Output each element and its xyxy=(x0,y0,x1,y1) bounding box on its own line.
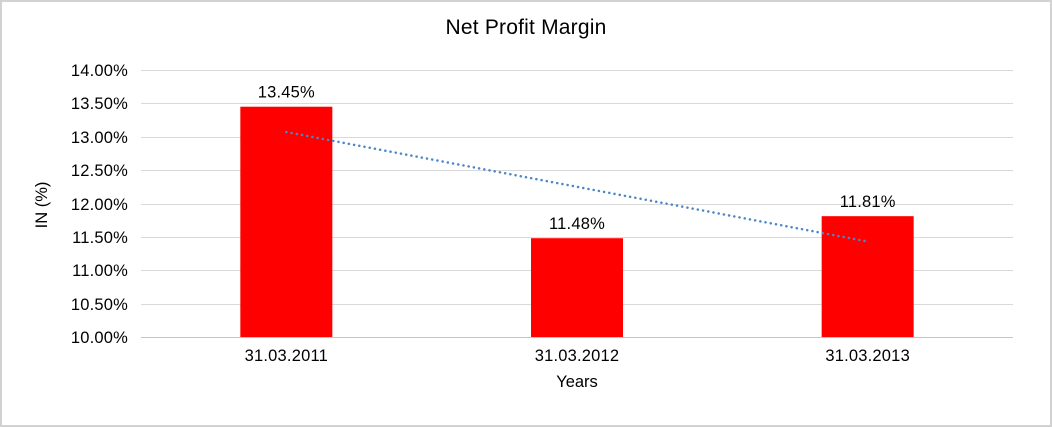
y-tick-label: 14.00% xyxy=(71,62,128,80)
data-label: 13.45% xyxy=(258,84,315,102)
bar-31.03.2013 xyxy=(821,216,914,337)
x-tick-label: 31.03.2012 xyxy=(535,347,620,365)
x-tick-label: 31.03.2013 xyxy=(825,347,910,365)
data-label: 11.48% xyxy=(549,215,605,233)
y-tick-label: 10.00% xyxy=(71,329,128,347)
y-tick-label: 13.00% xyxy=(71,129,128,147)
x-axis-title: Years xyxy=(556,373,598,391)
x-tick-label: 31.03.2011 xyxy=(245,347,328,365)
chart-title: Net Profit Margin xyxy=(445,16,607,39)
trendline xyxy=(285,130,869,243)
bar-31.03.2011 xyxy=(240,106,333,338)
y-tick-label: 11.00% xyxy=(72,262,128,280)
y-tick-label: 12.00% xyxy=(71,196,128,214)
y-tick-label: 12.50% xyxy=(71,162,128,180)
y-tick-label: 11.50% xyxy=(72,229,128,247)
data-label: 11.81% xyxy=(840,193,896,211)
y-tick-label: 13.50% xyxy=(71,95,128,113)
bar-31.03.2012 xyxy=(531,238,623,337)
y-tick-label: 10.50% xyxy=(71,296,128,314)
